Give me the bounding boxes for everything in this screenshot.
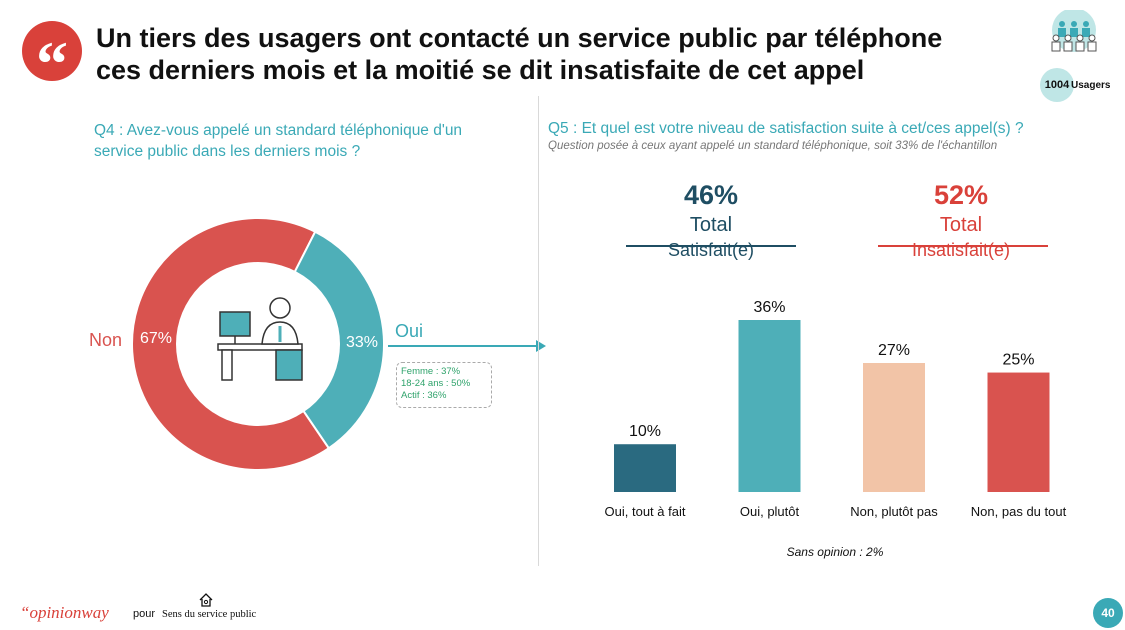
arrow-right-icon (536, 340, 546, 352)
bar-3 (863, 363, 925, 492)
page-title: Un tiers des usagers ont contacté un ser… (96, 22, 996, 86)
desk-worker-icon (217, 297, 303, 381)
sample-badge: 1004 Usagers (1040, 8, 1120, 102)
question-q4: Q4 : Avez-vous appelé un standard téléph… (94, 120, 494, 162)
callout-age: 18-24 ans : 50% (401, 378, 471, 389)
total-insatisfait-label: Insatisfait(e) (911, 240, 1011, 260)
partner-logo: Sens du service public (162, 609, 257, 620)
bar-value-label: 10% (629, 423, 661, 440)
donut-value-non: 67% (140, 330, 173, 347)
donut-value-oui: 33% (346, 334, 379, 351)
total-satisfait-word: Total (689, 214, 733, 236)
page-number: 40 (1093, 598, 1123, 628)
callout-actif: Actif : 36% (401, 390, 447, 401)
question-q5: Q5 : Et quel est votre niveau de satisfa… (548, 120, 1024, 137)
total-satisfait-rule (626, 245, 796, 247)
donut-chart (131, 217, 385, 471)
bar-1 (614, 444, 676, 492)
opinionway-logo: “opinionway (20, 603, 109, 622)
bar-category-label: Non, pas du tout (971, 504, 1067, 519)
satisfaction-bar-chart: 10% Oui, tout à fait 36% Oui, plutôt 27% Non,… (605, 299, 1067, 519)
callout-femme: Femme : 37% (401, 366, 461, 377)
bar-category-label: Non, plutôt pas (850, 504, 938, 519)
question-q5-subtitle: Question posée à ceux ayant appelé un st… (548, 140, 998, 152)
quote-badge-icon: “ (22, 21, 82, 96)
sample-label: Usagers (1071, 80, 1111, 91)
bar-value-label: 36% (753, 299, 785, 316)
bar-category-label: Oui, tout à fait (605, 504, 686, 519)
oui-breakdown-callout: Femme : 37% 18-24 ans : 50% Actif : 36% (396, 362, 492, 408)
bar-series: 10% Oui, tout à fait 36% Oui, plutôt 27% Non,… (605, 299, 1067, 519)
question-q4-line2: service public dans les derniers mois ? (94, 143, 361, 160)
users-group-icon (1051, 8, 1097, 52)
bar-4 (987, 372, 1050, 492)
title-line-2: ces derniers mois et la moitié se dit in… (96, 55, 865, 85)
donut-label-oui: Oui (395, 321, 424, 341)
total-insatisfait-rule (878, 245, 1048, 247)
total-satisfait-label: Satisfait(e) (667, 240, 755, 260)
vertical-divider (538, 96, 539, 566)
house-icon (199, 593, 213, 607)
total-satisfait-pct: 46% (683, 180, 739, 210)
title-line-1: Un tiers des usagers ont contacté un ser… (96, 23, 943, 53)
bar-value-label: 27% (878, 342, 910, 359)
sample-count: 1004 (1040, 68, 1074, 102)
donut-label-non: Non (89, 330, 123, 350)
bar-2 (738, 320, 801, 492)
sans-opinion-note: Sans opinion : 2% (786, 545, 884, 559)
total-insatisfait-pct: 52% (933, 180, 989, 210)
footer-pour: pour (133, 608, 156, 620)
question-q4-line1: Q4 : Avez-vous appelé un standard téléph… (94, 122, 463, 139)
bar-value-label: 25% (1002, 352, 1034, 369)
bar-category-label: Oui, plutôt (740, 504, 800, 519)
total-insatisfait-word: Total (939, 214, 983, 236)
arrow-line (388, 345, 538, 347)
